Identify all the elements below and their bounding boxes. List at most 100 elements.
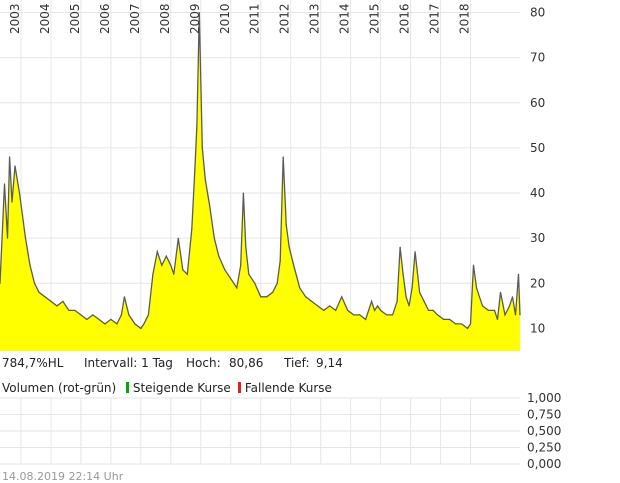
price-point — [123, 296, 125, 298]
x-tick-label: 2003 — [8, 3, 22, 34]
price-point — [341, 296, 343, 298]
volume-title: Volumen (rot-grün) — [2, 381, 117, 395]
price-point — [359, 314, 361, 316]
volume-tick-label: 0,500 — [527, 424, 561, 438]
price-point — [411, 287, 413, 289]
price-points — [0, 11, 521, 330]
y-axis-labels: 10 20 30 40 50 60 70 80 — [530, 6, 545, 336]
price-point — [414, 251, 416, 253]
price-point — [282, 156, 284, 158]
price-point — [196, 124, 198, 126]
price-point — [8, 156, 11, 158]
price-point — [14, 165, 16, 167]
price-point — [209, 205, 211, 208]
price-point — [80, 314, 82, 316]
price-point — [460, 323, 463, 325]
price-point — [329, 305, 331, 307]
legend-rising-label: Steigende Kurse — [132, 381, 231, 395]
price-point — [386, 314, 388, 316]
price-point — [6, 237, 9, 239]
price-point — [475, 287, 478, 289]
high-label: Hoch: — [186, 356, 221, 370]
price-point — [177, 237, 179, 239]
price-point — [311, 300, 313, 302]
price-point — [191, 228, 193, 230]
y-tick-label: 60 — [530, 96, 545, 110]
price-point — [423, 300, 425, 302]
price-point — [152, 273, 154, 275]
volume-y-axis-labels: 1,000 0,750 0,500 0,250 0,000 — [527, 391, 561, 471]
price-point — [305, 296, 307, 298]
price-point — [288, 246, 290, 248]
price-point — [50, 300, 52, 302]
interval-label: Intervall: 1 Tag — [84, 356, 173, 370]
price-point — [98, 318, 100, 321]
x-axis-labels: 2003 2004 2005 2006 2007 2008 2009 2010 2011 2012… — [8, 3, 472, 34]
x-tick-label: 2014 — [338, 3, 352, 34]
price-point — [147, 314, 149, 316]
price-point — [29, 264, 31, 266]
price-point — [272, 291, 274, 293]
price-point — [44, 296, 46, 298]
price-point — [120, 314, 122, 316]
legend-falling-label: Fallende Kurse — [244, 381, 332, 395]
price-point — [508, 305, 511, 307]
price-point — [68, 309, 70, 311]
price-point — [21, 215, 24, 217]
x-tick-label: 2013 — [308, 3, 322, 34]
price-point — [487, 309, 490, 311]
price-point — [242, 192, 244, 194]
price-point — [140, 327, 142, 330]
price-point — [418, 291, 421, 293]
timestamp: 14.08.2019 22:14 Uhr — [2, 470, 124, 483]
price-point — [466, 327, 469, 330]
x-tick-label: 2009 — [188, 3, 202, 34]
price-point — [104, 323, 106, 325]
rising-swatch-icon — [126, 382, 129, 393]
price-point — [293, 264, 295, 266]
low-value: 9,14 — [316, 356, 343, 370]
price-point — [236, 287, 238, 289]
price-point — [380, 309, 382, 311]
y-tick-label: 10 — [530, 321, 545, 335]
price-point — [481, 305, 484, 307]
x-tick-label: 2011 — [248, 3, 262, 34]
price-point — [11, 201, 13, 203]
price-point — [186, 273, 188, 275]
volume-grid — [0, 397, 520, 465]
price-point — [405, 296, 407, 298]
price-point — [245, 246, 247, 248]
price-point — [173, 273, 175, 275]
price-point — [276, 282, 278, 284]
price-point — [38, 291, 40, 293]
price-line — [0, 12, 521, 330]
x-tick-label: 2015 — [368, 3, 382, 34]
price-point — [128, 314, 130, 316]
price-point — [134, 323, 136, 325]
price-point — [499, 291, 502, 293]
price-point — [436, 314, 439, 316]
price-point — [194, 169, 196, 172]
price-point — [198, 11, 200, 14]
price-point — [156, 251, 158, 253]
price-point — [74, 309, 76, 311]
price-point — [504, 314, 506, 316]
volume-tick-label: 0,750 — [527, 408, 561, 422]
price-point — [323, 309, 325, 311]
price-point — [408, 305, 410, 307]
x-tick-label: 2007 — [128, 3, 142, 34]
price-point — [230, 278, 232, 280]
y-tick-label: 20 — [530, 276, 545, 290]
price-point — [353, 314, 355, 316]
x-tick-label: 2018 — [458, 3, 472, 34]
price-point — [86, 318, 88, 321]
y-tick-label: 70 — [530, 51, 545, 65]
price-point — [432, 309, 434, 311]
price-point — [201, 147, 203, 149]
price-point — [285, 224, 287, 226]
price-point — [472, 264, 475, 266]
price-point — [371, 300, 373, 302]
price-point — [165, 255, 167, 257]
price-point — [368, 309, 370, 311]
